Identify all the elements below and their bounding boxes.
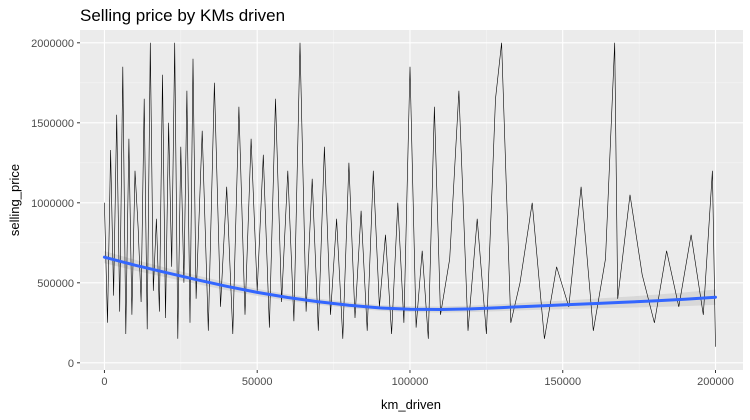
grid-minor (80, 30, 743, 370)
chart-title: Selling price by KMs driven (80, 6, 285, 25)
y-axis-ticks: 0 500000 1000000 1500000 2000000 (31, 38, 80, 370)
y-tick-label: 1500000 (31, 118, 74, 130)
x-tick-label: 100000 (392, 376, 429, 388)
x-axis-ticks: 0 50000 100000 150000 200000 (101, 370, 734, 388)
y-tick-label: 500000 (37, 278, 74, 290)
x-tick-label: 200000 (697, 376, 734, 388)
y-tick-label: 1000000 (31, 198, 74, 210)
plot-panel (80, 30, 743, 370)
raw-data-line (104, 42, 716, 347)
x-tick-label: 50000 (242, 376, 273, 388)
x-tick-label: 0 (101, 376, 107, 388)
y-tick-label: 0 (68, 358, 74, 370)
x-axis-title: km_driven (381, 397, 441, 412)
y-axis-title: selling_price (7, 164, 22, 236)
x-tick-label: 150000 (544, 376, 581, 388)
confidence-band (104, 251, 716, 313)
y-tick-label: 2000000 (31, 38, 74, 50)
smooth-trend-line (102, 255, 717, 312)
